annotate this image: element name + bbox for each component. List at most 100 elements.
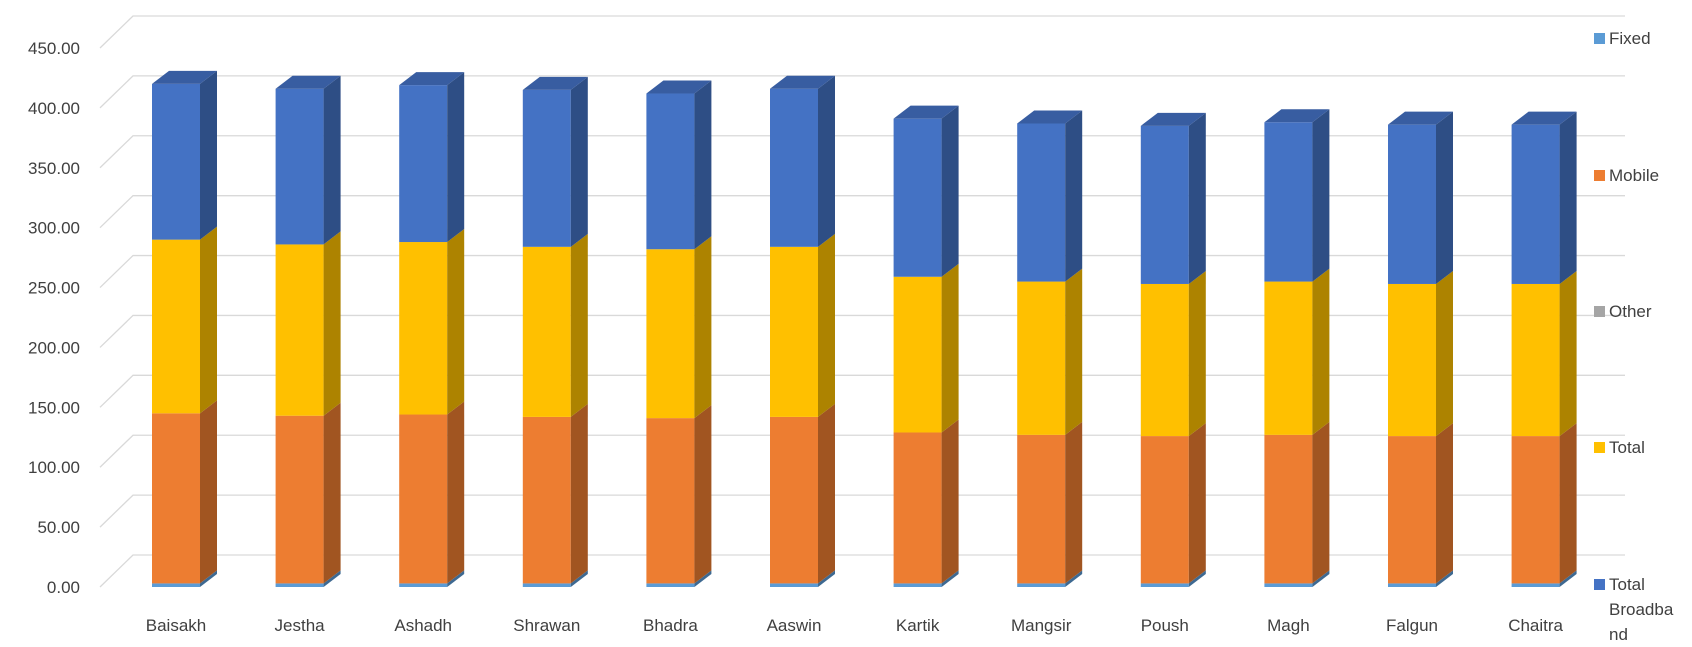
gridline <box>99 195 1625 229</box>
bar-total <box>1017 281 1066 435</box>
bar-fixed <box>399 583 448 587</box>
bar-stack <box>1388 111 1453 587</box>
x-tick-label: Chaitra <box>1508 616 1563 635</box>
bar-mobile <box>770 416 818 584</box>
bar-fixed <box>1388 583 1436 587</box>
y-tick-label: 250.00 <box>28 279 80 298</box>
bar-total <box>770 246 818 417</box>
x-tick-label: Poush <box>1141 616 1189 635</box>
bar-mobile <box>1511 436 1560 584</box>
bar-side-total <box>447 229 465 415</box>
legend-swatch <box>1594 306 1605 317</box>
x-tick-label: Aaswin <box>767 616 822 635</box>
gridline <box>99 75 1625 109</box>
bar-total-broadband <box>275 88 324 245</box>
legend-label: Mobile <box>1609 166 1659 185</box>
legend-swatch <box>1594 33 1605 44</box>
bar-mobile <box>646 418 695 584</box>
bar-side-fixed <box>1065 570 1083 587</box>
bar-total <box>1388 283 1436 437</box>
bar-side-mobile <box>1065 421 1083 584</box>
bar-mobile <box>152 413 200 584</box>
bar-side-fixed <box>1559 570 1577 587</box>
bar-side-fixed <box>941 570 959 587</box>
bar-fixed <box>1140 583 1189 587</box>
bar-side-total-broadband <box>1312 109 1330 282</box>
bar-total <box>275 244 324 416</box>
bar-side-total-broadband <box>323 75 341 245</box>
legend-item-other: Other <box>1594 302 1652 321</box>
bar-series <box>152 70 1577 587</box>
bar-total <box>646 249 695 419</box>
bar-top-face <box>399 72 465 86</box>
bar-side-mobile <box>1312 421 1330 584</box>
bar-total-broadband <box>1140 125 1189 284</box>
bar-mobile <box>522 416 571 584</box>
bar-top-face <box>646 80 712 94</box>
legend-item-total-broadband: Total Broadba nd <box>1594 575 1674 644</box>
y-axis-tick-labels: 0.00 50.00 100.00 150.00 200.00 250.00 300.00 3… <box>28 39 80 597</box>
legend-label: Total <box>1609 438 1645 457</box>
gridline <box>99 135 1625 169</box>
x-tick-label: Jestha <box>275 616 326 635</box>
bar-side-total <box>1188 270 1206 437</box>
bar-side-total <box>200 226 217 414</box>
bar-side-fixed <box>1312 570 1330 587</box>
bar-side-total-broadband <box>1436 111 1453 284</box>
legend-item-fixed: Fixed <box>1594 29 1651 48</box>
bar-total-broadband <box>1017 123 1066 282</box>
bar-side-total-broadband <box>818 75 835 247</box>
gridline <box>99 374 1625 408</box>
bar-total-broadband <box>1264 122 1313 282</box>
y-tick-label: 300.00 <box>28 219 80 238</box>
bar-side-total-broadband <box>1065 110 1083 282</box>
bar-side-total <box>1559 270 1577 437</box>
bar-side-total <box>818 233 835 417</box>
bar-top-face <box>1140 112 1206 126</box>
bar-side-total <box>1065 268 1083 435</box>
y-tick-label: 150.00 <box>28 398 80 417</box>
bar-side-fixed <box>200 570 217 587</box>
bar-side-total <box>323 231 341 416</box>
bar-side-mobile <box>941 419 959 584</box>
bar-total-broadband <box>893 118 942 277</box>
x-tick-label: Magh <box>1267 616 1310 635</box>
x-axis-tick-labels: Baisakh Jestha Ashadh Shrawan Bhadra Aaswin Ka… <box>146 616 1564 635</box>
bar-total <box>893 276 942 433</box>
bar-top-face <box>1264 109 1330 123</box>
bar-mobile <box>1388 436 1436 584</box>
bar-side-fixed <box>447 570 465 587</box>
bar-side-total <box>694 236 712 419</box>
bar-side-total-broadband <box>1559 111 1577 284</box>
y-tick-label: 450.00 <box>28 39 80 58</box>
bar-top-face <box>275 75 341 89</box>
bar-mobile <box>1264 434 1313 584</box>
bar-total-broadband <box>770 88 818 247</box>
y-tick-label: 350.00 <box>28 159 80 178</box>
bar-side-fixed <box>818 570 835 587</box>
y-tick-label: 200.00 <box>28 338 80 357</box>
bar-top-face <box>152 70 217 84</box>
bar-side-total-broadband <box>941 105 959 277</box>
bar-side-mobile <box>1559 423 1577 584</box>
bar-side-total-broadband <box>447 72 465 243</box>
bar-side-mobile <box>200 400 217 584</box>
y-tick-label: 0.00 <box>47 578 80 597</box>
bar-top-face <box>1388 111 1453 125</box>
bar-total-broadband <box>646 93 695 250</box>
bar-top-face <box>893 105 959 119</box>
bar-side-fixed <box>323 570 341 587</box>
bar-side-total <box>1312 268 1330 435</box>
x-tick-label: Mangsir <box>1011 616 1072 635</box>
bar-stack <box>1140 112 1206 587</box>
bar-top-face <box>770 75 835 89</box>
bar-fixed <box>1264 583 1313 587</box>
bar-side-mobile <box>1188 423 1206 584</box>
bar-total <box>1264 281 1313 435</box>
bar-side-total <box>570 233 588 417</box>
legend-swatch <box>1594 170 1605 181</box>
bar-stack <box>1264 109 1330 587</box>
x-tick-label: Bhadra <box>643 616 698 635</box>
bar-side-fixed <box>1436 570 1453 587</box>
